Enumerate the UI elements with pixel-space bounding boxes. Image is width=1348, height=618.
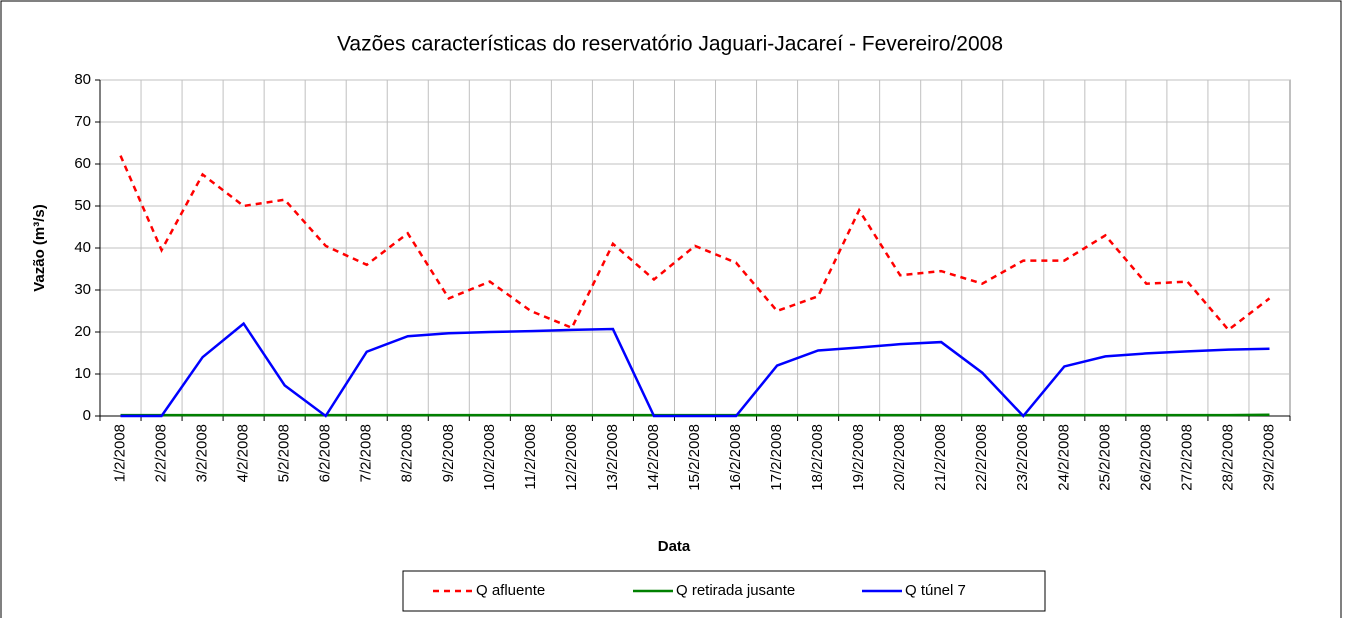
x-tick-label: 27/2/2008 xyxy=(1178,424,1195,491)
x-tick-label: 7/2/2008 xyxy=(358,424,375,482)
x-tick-label: 1/2/2008 xyxy=(111,424,128,482)
x-tick-label: 11/2/2008 xyxy=(522,424,539,490)
y-tick-label: 50 xyxy=(74,197,91,214)
legend-label: Q afluente xyxy=(476,582,545,599)
x-tick-label: 16/2/2008 xyxy=(727,424,744,491)
legend-label: Q túnel 7 xyxy=(905,582,966,599)
y-tick-label: 20 xyxy=(74,323,91,340)
x-axis-label: Data xyxy=(658,538,691,555)
legend-box xyxy=(402,570,1046,612)
x-tick-label: 3/2/2008 xyxy=(194,424,211,482)
x-tick-label: 28/2/2008 xyxy=(1219,424,1236,491)
x-tick-label: 4/2/2008 xyxy=(235,424,252,482)
x-tick-label: 26/2/2008 xyxy=(1137,424,1154,491)
x-tick-label: 18/2/2008 xyxy=(809,424,826,491)
y-axis-label: Vazão (m³/s) xyxy=(31,204,48,292)
x-tick-label: 20/2/2008 xyxy=(891,424,908,491)
y-tick-label: 10 xyxy=(74,365,91,382)
chart-title: Vazões características do reservatório J… xyxy=(337,33,1003,56)
y-tick-label: 40 xyxy=(74,239,91,256)
x-tick-label: 5/2/2008 xyxy=(276,424,293,482)
x-tick-label: 25/2/2008 xyxy=(1096,424,1113,491)
x-tick-label: 9/2/2008 xyxy=(440,424,457,482)
y-tick-label: 60 xyxy=(74,155,91,172)
y-tick-label: 80 xyxy=(74,71,91,88)
legend-label: Q retirada jusante xyxy=(676,582,795,599)
x-tick-label: 19/2/2008 xyxy=(850,424,867,491)
series-line xyxy=(120,321,1270,418)
x-tick-label: 14/2/2008 xyxy=(645,424,662,491)
x-tick-label: 12/2/2008 xyxy=(563,424,580,491)
x-tick-label: 24/2/2008 xyxy=(1055,424,1072,491)
x-tick-label: 10/2/2008 xyxy=(481,424,498,491)
x-tick-label: 6/2/2008 xyxy=(317,424,334,482)
x-tick-label: 22/2/2008 xyxy=(973,424,990,491)
x-tick-label: 15/2/2008 xyxy=(686,424,703,491)
x-tick-label: 29/2/2008 xyxy=(1260,424,1277,491)
series-line xyxy=(119,155,1271,332)
x-tick-label: 23/2/2008 xyxy=(1014,424,1031,491)
x-tick-label: 13/2/2008 xyxy=(604,424,621,491)
x-tick-label: 8/2/2008 xyxy=(399,424,416,482)
y-tick-label: 30 xyxy=(74,281,91,298)
y-tick-label: 70 xyxy=(74,113,91,130)
x-tick-label: 2/2/2008 xyxy=(153,424,170,482)
y-tick-label: 0 xyxy=(83,407,91,424)
x-tick-label: 21/2/2008 xyxy=(932,424,949,491)
x-tick-label: 17/2/2008 xyxy=(768,424,785,491)
